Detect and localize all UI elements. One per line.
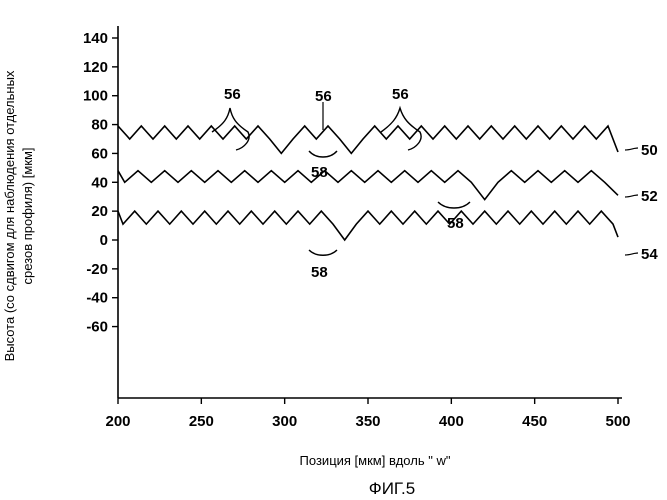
y-tick-label: 40 bbox=[91, 174, 108, 191]
series-label-50: 50 bbox=[641, 142, 658, 159]
y-tick-label: -60 bbox=[86, 319, 108, 336]
label-56-middle: 56 bbox=[315, 88, 332, 105]
x-tick-label: 250 bbox=[189, 413, 214, 430]
x-ticks: 200 250 300 350 400 450 500 bbox=[105, 398, 630, 430]
y-tick-label: 120 bbox=[83, 59, 108, 76]
series-line-52 bbox=[118, 171, 618, 200]
figure-caption: ФИГ.5 bbox=[369, 479, 415, 498]
annotations: 56 56 56 58 58 58 50 52 54 bbox=[212, 86, 658, 281]
brace-56-left bbox=[212, 108, 249, 150]
leader-series-52 bbox=[625, 195, 638, 197]
y-tick-label: -20 bbox=[86, 261, 108, 278]
leader-series-50 bbox=[625, 148, 638, 150]
x-tick-label: 500 bbox=[605, 413, 630, 430]
y-axis-title-line-2: срезов профиля) [мкм] bbox=[20, 147, 35, 284]
y-tick-label: 60 bbox=[91, 145, 108, 162]
series-line-50 bbox=[118, 126, 618, 153]
y-ticks: 140 120 100 80 60 40 20 0 -20 -40 -60 bbox=[83, 30, 118, 336]
label-58-mid: 58 bbox=[447, 215, 464, 232]
y-tick-label: -40 bbox=[86, 290, 108, 307]
x-tick-label: 400 bbox=[439, 413, 464, 430]
leader-series-54 bbox=[625, 253, 638, 255]
label-56-left: 56 bbox=[224, 86, 241, 103]
series-label-54: 54 bbox=[641, 246, 658, 263]
y-tick-label: 20 bbox=[91, 203, 108, 220]
y-tick-label: 0 bbox=[100, 232, 108, 249]
series-label-52: 52 bbox=[641, 188, 658, 205]
label-56-right: 56 bbox=[392, 86, 409, 103]
label-58-bottom: 58 bbox=[311, 264, 328, 281]
x-axis-title: Позиция [мкм] вдоль " w" bbox=[300, 453, 451, 468]
label-58-top: 58 bbox=[311, 164, 328, 181]
x-tick-label: 350 bbox=[355, 413, 380, 430]
y-axis-title-line-1: Высота (со сдвигом для наблюдения отдель… bbox=[2, 70, 17, 361]
y-tick-label: 80 bbox=[91, 117, 108, 134]
y-tick-label: 140 bbox=[83, 30, 108, 47]
brace-58-mid bbox=[438, 202, 470, 208]
axes: 140120100806040200-20-40-60 200250300350… bbox=[83, 26, 631, 430]
series-layer bbox=[118, 126, 618, 240]
x-tick-label: 200 bbox=[105, 413, 130, 430]
x-tick-label: 300 bbox=[272, 413, 297, 430]
y-tick-label: 100 bbox=[83, 88, 108, 105]
brace-58-bottom bbox=[309, 250, 337, 255]
series-line-54 bbox=[118, 211, 618, 240]
brace-58-top bbox=[309, 151, 337, 157]
x-tick-label: 450 bbox=[522, 413, 547, 430]
